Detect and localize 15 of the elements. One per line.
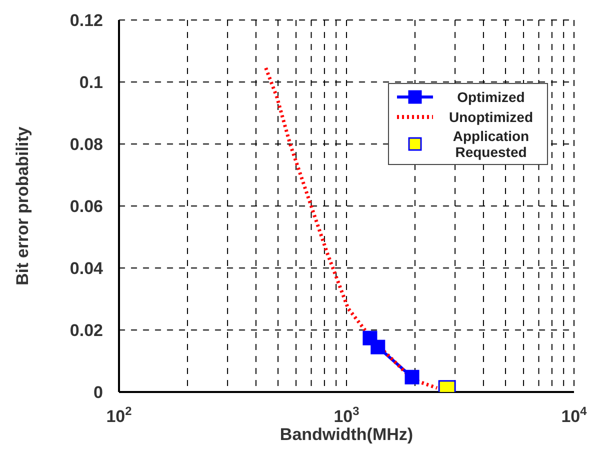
x-tick-label: 10$^{2}$ xyxy=(106,404,132,426)
y-axis-title: Bit error probability xyxy=(13,126,32,286)
legend-label: Unoptimized xyxy=(448,109,534,125)
x-tick-label: 10$^{4}$ xyxy=(561,404,588,426)
x-tick-label: 10$^{3}$ xyxy=(334,404,360,426)
y-tick-label: 0.12 xyxy=(70,11,103,30)
y-tick-label: 0.02 xyxy=(70,321,103,340)
y-tick-label: 0.08 xyxy=(70,135,103,154)
x-axis-title: Bandwidth(MHz) xyxy=(280,425,414,444)
y-tick-label: 0.1 xyxy=(79,73,103,92)
legend-label: Optimized xyxy=(456,89,526,105)
y-tick-label: 0.04 xyxy=(70,259,104,278)
y-tick-label: 0 xyxy=(94,383,103,402)
y-tick-label: 0.06 xyxy=(70,197,103,216)
legend-label: Application Requested xyxy=(452,128,530,160)
